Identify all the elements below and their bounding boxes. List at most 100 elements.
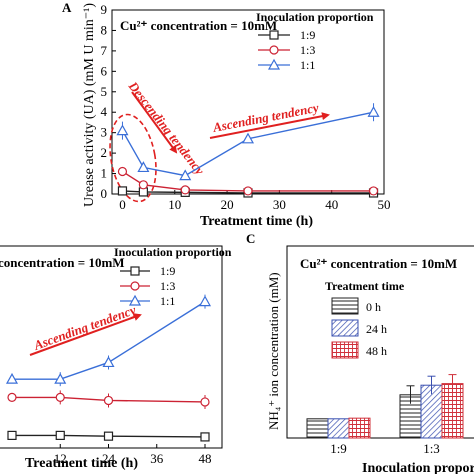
panel-c-legend-label: 48 h <box>366 344 387 358</box>
panel-c-plot-frame <box>286 245 474 439</box>
panel-b-x-tick-label: 36 <box>150 451 164 466</box>
panel-a-x-tick-label: 30 <box>273 197 286 212</box>
panel-b-legend-label: 1:1 <box>160 294 175 308</box>
panel-a-y-tick-label: 5 <box>101 84 108 99</box>
panel-a-y-tick-label: 0 <box>101 186 108 201</box>
panel-a-data-point <box>367 105 380 117</box>
panel-c-y-axis-label: NH₄⁺ ion concentration (mM) <box>266 272 281 430</box>
panel-b-ascending-label: Ascending tendency <box>31 302 138 353</box>
panel-b-ascending-arrow <box>29 313 142 356</box>
panel-c-x-axis-label: Inoculation proportion <box>362 461 474 474</box>
panel-c-legend-swatch <box>331 297 359 315</box>
panel-c: C NH₄⁺ ion concentration (mM) 1:9 1:3 Ino… <box>246 231 474 474</box>
panel-a-y-tick-label: 3 <box>101 125 108 140</box>
panel-b-data-point <box>55 430 65 440</box>
panel-c-bar <box>348 417 371 439</box>
panel-a-x-tick-label: 0 <box>119 197 126 212</box>
panel-a-y-tick-label: 9 <box>101 2 108 17</box>
panel-a-legend-marker <box>269 45 279 55</box>
panel-a-x-tick-label: 40 <box>325 197 338 212</box>
panel-a-x-axis-label: Treatment time (h) <box>200 214 313 229</box>
panel-a: A 0 1 2 3 4 5 6 7 8 9 0 10 20 30 40 50 Urease activity… <box>62 0 391 229</box>
panel-a-legend-marker <box>269 30 279 40</box>
panel-a-descending-arrow <box>131 91 178 154</box>
panel-a-y-tick-label: 7 <box>101 43 108 58</box>
panel-a-y-axis-label: Urease activity (UA) (mM U min⁻¹) <box>82 3 97 207</box>
panel-b-data-point <box>54 372 67 384</box>
panel-a-legend-label: 1:9 <box>300 28 315 42</box>
panel-a-y-tick-label: 2 <box>101 145 108 160</box>
panel-a-descending-label: Descending tendency <box>125 78 208 178</box>
panel-c-annotation: Cu²⁺ concentration = 10mM <box>300 256 457 271</box>
panel-c-legend-swatch <box>331 341 359 359</box>
panel-a-data-point <box>138 180 148 190</box>
panel-a-x-axis: 0 10 20 30 40 50 <box>119 190 391 212</box>
panel-a-legend-marker <box>267 58 281 70</box>
panel-a-data-point <box>368 186 379 196</box>
panel-a-ascending-label: Ascending tendency <box>211 100 320 135</box>
panel-a-data-point <box>243 186 253 196</box>
panel-b-data-point <box>103 395 114 406</box>
panel-a-data-point <box>117 166 128 177</box>
panel-b-x-axis-label: Treatment time (h) <box>25 456 138 471</box>
panel-b-data-point <box>200 432 210 442</box>
panel-c-legend-swatch <box>331 319 359 337</box>
panel-b-series <box>5 294 212 442</box>
panel-b-data-point <box>198 295 212 307</box>
panel-a-x-tick-label: 20 <box>221 197 234 212</box>
panel-b-legend-label: 1:9 <box>160 264 175 278</box>
panel-b-legend-title: Inoculation proportion <box>114 245 232 259</box>
panel-b-data-point <box>7 430 17 440</box>
panel-a-data-point <box>180 185 190 195</box>
panel-a-legend-label: 1:1 <box>300 58 315 72</box>
panel-b: 12 24 36 48 Treatment time (h) concentratio… <box>0 245 232 471</box>
panel-b-data-point <box>7 392 17 402</box>
panel-a-y-axis: 0 1 2 3 4 5 6 7 8 9 <box>101 2 116 201</box>
panel-b-legend-marker <box>128 294 142 306</box>
panel-b-legend-marker <box>130 281 140 291</box>
panel-c-legend-label: 24 h <box>366 322 387 336</box>
panel-a-x-tick-label: 10 <box>168 197 181 212</box>
panel-a-data-point <box>117 186 128 196</box>
panel-b-plot-frame <box>0 245 223 449</box>
panel-c-legend-title: Treatment time <box>325 279 405 293</box>
panel-a-x-tick-label: 50 <box>378 197 391 212</box>
panel-a-annotation: Cu²⁺ concentration = 10mM <box>120 18 277 33</box>
panel-b-series-line <box>12 301 206 380</box>
panel-c-x-axis: 1:9 1:3 <box>330 441 440 456</box>
panel-a-data-point <box>241 132 255 144</box>
panel-a-legend: Inoculation proportion 1:91:31:1 <box>256 10 374 72</box>
panel-b-data-point <box>5 372 19 384</box>
panel-b-data-point <box>200 397 210 407</box>
panel-b-x-tick-label: 24 <box>102 451 116 466</box>
panel-a-legend-label: 1:3 <box>300 43 315 57</box>
panel-b-series-line <box>12 396 206 403</box>
panel-a-y-tick-label: 6 <box>101 63 108 78</box>
panel-a-y-tick-label: 4 <box>101 104 108 119</box>
panel-b-x-axis: 12 24 36 48 <box>54 444 212 466</box>
panel-c-bars <box>306 374 464 439</box>
panel-b-x-tick-label: 12 <box>54 451 67 466</box>
panel-c-x-tick-label: 1:3 <box>423 441 440 456</box>
panel-a-data-point <box>116 124 129 136</box>
panel-c-bar <box>306 418 329 439</box>
panel-b-x-tick-label: 48 <box>199 451 212 466</box>
panel-a-letter: A <box>62 0 72 15</box>
panel-c-letter: C <box>246 231 255 246</box>
panel-b-series-line <box>12 434 206 438</box>
panel-b-annotation: concentration = 10mM <box>0 255 125 270</box>
panel-b-legend: Inoculation proportion 1:91:31:1 <box>114 245 232 308</box>
panel-c-legend-label: 0 h <box>366 300 381 314</box>
panel-b-data-point <box>103 431 114 441</box>
panel-a-ascending-arrow <box>209 112 330 139</box>
panel-b-data-point <box>55 392 65 402</box>
panel-a-data-point <box>179 169 192 181</box>
panel-a-highlight-ellipse <box>109 113 157 203</box>
panel-b-data-point <box>102 356 115 368</box>
panel-a-y-tick-label: 8 <box>101 22 108 37</box>
panel-c-bar <box>327 418 350 439</box>
panel-b-legend-label: 1:3 <box>160 279 175 293</box>
panel-c-legend: Treatment time 0 h 24 h 48 h <box>325 279 405 359</box>
panel-c-x-tick-label: 1:9 <box>330 441 347 456</box>
